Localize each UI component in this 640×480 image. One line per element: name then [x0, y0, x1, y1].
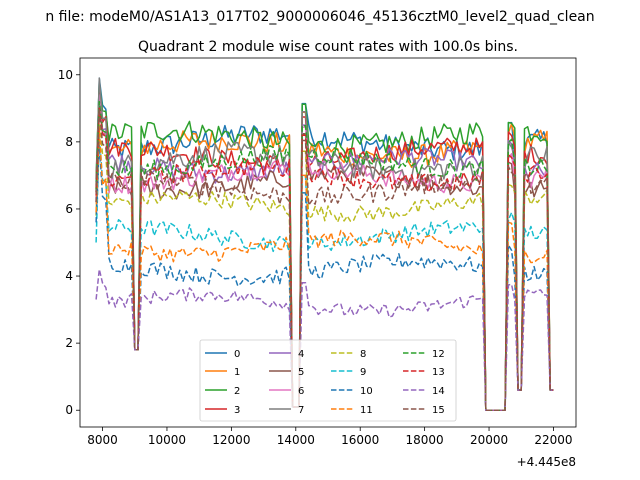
y-tick-label: 10 — [58, 68, 73, 82]
legend-label-8: 8 — [360, 349, 366, 360]
series-line-4 — [95, 97, 554, 411]
x-tick-label: 14000 — [277, 433, 315, 447]
series-line-5 — [95, 100, 554, 411]
legend-label-10: 10 — [360, 386, 373, 397]
y-tick-label: 2 — [65, 336, 73, 350]
legend-label-4: 4 — [298, 349, 304, 360]
legend-label-5: 5 — [298, 367, 304, 378]
x-tick-label: 10000 — [148, 433, 186, 447]
plot-frame — [79, 57, 577, 428]
legend-label-13: 13 — [432, 367, 445, 378]
y-tick-label: 4 — [65, 269, 73, 283]
y-tick-label: 8 — [65, 135, 73, 149]
legend-label-11: 11 — [360, 405, 373, 416]
legend-label-3: 3 — [234, 405, 240, 416]
legend-frame — [199, 339, 457, 422]
legend-label-0: 0 — [234, 349, 240, 360]
legend-label-6: 6 — [298, 386, 304, 397]
series-line-8 — [95, 114, 554, 411]
x-tick-label: 22000 — [534, 433, 572, 447]
series-line-15 — [95, 107, 554, 411]
y-axis: 0 2 4 6 8 10 — [58, 68, 80, 417]
legend-label-12: 12 — [432, 349, 445, 360]
chart-title: Quadrant 2 module wise count rates with … — [138, 39, 518, 55]
x-axis-offset-label: +4.445e8 — [517, 455, 576, 469]
x-tick-label: 16000 — [341, 433, 379, 447]
series-line-7 — [95, 77, 554, 411]
series-line-14 — [95, 268, 554, 411]
series-line-10 — [95, 141, 554, 411]
series-layer — [95, 77, 554, 411]
legend-label-2: 2 — [234, 386, 240, 397]
legend-label-14: 14 — [432, 386, 445, 397]
x-axis: 8000 10000 12000 14000 16000 18000 20000 22000 — [87, 427, 573, 447]
x-tick-label: 8000 — [87, 433, 118, 447]
legend-label-7: 7 — [298, 405, 304, 416]
y-tick-label: 6 — [65, 202, 73, 216]
series-line-12 — [95, 100, 554, 411]
x-tick-label: 20000 — [470, 433, 508, 447]
x-tick-label: 12000 — [212, 433, 250, 447]
figure-suptitle: n file: modeM0/AS1A13_017T02_9000006046_… — [45, 9, 594, 25]
legend-label-15: 15 — [432, 405, 445, 416]
series-line-9 — [95, 134, 554, 411]
legend-label-9: 9 — [360, 367, 366, 378]
series-line-2 — [95, 80, 554, 411]
legend-label-1: 1 — [234, 367, 240, 378]
y-tick-label: 0 — [65, 403, 73, 417]
x-tick-label: 18000 — [406, 433, 444, 447]
